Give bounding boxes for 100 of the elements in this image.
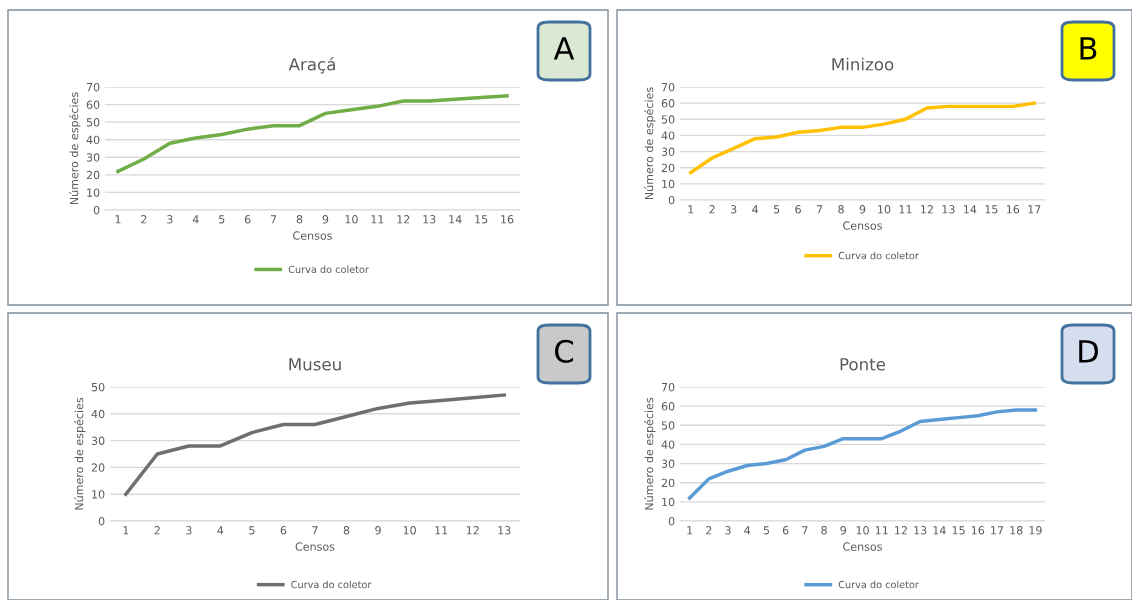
x-tick-label: 8	[821, 526, 827, 535]
x-axis-title: Censos	[293, 231, 332, 240]
y-tick-label: 30	[86, 153, 100, 162]
x-tick-label: 3	[186, 526, 192, 535]
x-tick-label: 12	[397, 215, 410, 224]
x-axis-title: Censos	[843, 221, 882, 230]
x-tick-label: 15	[985, 205, 998, 214]
x-tick-label: 6	[782, 526, 789, 535]
legend-label: Curva do coletor	[838, 251, 919, 260]
x-tick-label: 12	[895, 526, 907, 535]
y-tick-label: 20	[661, 478, 675, 488]
y-tick-label: 10	[92, 490, 105, 499]
x-tick-label: 10	[856, 526, 869, 535]
y-axis-title: Número de espécies	[644, 397, 656, 510]
x-tick-label: 3	[730, 205, 737, 214]
x-tick-label: 17	[1028, 205, 1041, 214]
x-tick-label: 15	[952, 526, 965, 535]
y-tick-label: 20	[86, 170, 100, 180]
line-series	[116, 94, 509, 174]
x-tick-label: 6	[244, 215, 251, 224]
x-tick-label: 12	[466, 526, 479, 535]
x-tick-label: 5	[219, 215, 225, 224]
y-tick-label: 50	[661, 115, 675, 124]
y-tick-label: 70	[661, 382, 675, 392]
x-tick-label: 10	[345, 215, 358, 224]
text: D	[1079, 340, 1098, 363]
x-axis-title: Censos	[843, 542, 882, 551]
y-tick-label: 10	[662, 179, 675, 189]
x-tick-label: 2	[141, 215, 147, 224]
x-tick-label: 9	[322, 215, 329, 224]
chart-title: Ponte	[840, 358, 886, 371]
y-tick-label: 10	[662, 497, 675, 507]
x-tick-label: 11	[875, 526, 888, 535]
x-tick-label: 1	[688, 205, 694, 214]
x-tick-label: 3	[725, 526, 731, 535]
chart-title: Minizoo	[832, 57, 894, 71]
x-tick-label: 8	[296, 215, 303, 224]
y-tick-label: 50	[91, 382, 105, 392]
y-tick-label: 40	[661, 131, 675, 140]
x-tick-label: 13	[498, 526, 511, 535]
x-tick-label: 16	[971, 526, 985, 535]
line-series	[124, 393, 506, 496]
x-tick-label: 2	[709, 205, 715, 214]
line-series	[687, 408, 1038, 500]
x-tick-label: 14	[964, 205, 977, 214]
y-tick-label: 40	[86, 135, 100, 145]
x-tick-label: 1	[687, 526, 693, 535]
y-tick-label: 0	[668, 195, 675, 205]
x-tick-label: 9	[375, 526, 381, 535]
text: A	[553, 37, 575, 60]
x-tick-label: 2	[154, 526, 160, 535]
y-tick-label: 10	[87, 188, 100, 197]
x-tick-label: 9	[840, 526, 847, 535]
x-tick-label: 5	[773, 205, 780, 214]
y-tick-label: 60	[661, 99, 675, 108]
legend-label: Curva do coletor	[291, 580, 372, 589]
x-tick-label: 2	[706, 526, 712, 535]
text: B	[1080, 37, 1097, 60]
y-tick-label: 60	[661, 402, 675, 411]
x-tick-label: 13	[942, 205, 955, 214]
chart-title: Araçá	[288, 57, 335, 74]
legend-label: Curva do coletor	[288, 265, 369, 274]
y-tick-label: 30	[661, 147, 675, 156]
x-tick-label: 13	[914, 526, 927, 535]
x-tick-label: 13	[423, 215, 436, 224]
x-tick-label: 10	[878, 205, 891, 214]
legend-label: Curva do coletor	[838, 580, 919, 589]
y-axis-title: Número de espécies	[69, 92, 81, 205]
x-tick-label: 12	[921, 205, 933, 214]
x-axis-title: Censos	[295, 542, 335, 551]
x-tick-label: 5	[763, 526, 770, 535]
x-tick-label: 7	[312, 526, 318, 535]
y-tick-label: 60	[86, 100, 100, 109]
x-tick-label: 6	[795, 205, 801, 214]
line-series	[689, 101, 1036, 175]
x-tick-label: 5	[249, 526, 255, 535]
y-tick-label: 50	[86, 118, 100, 127]
y-tick-label: 30	[661, 459, 675, 468]
y-tick-label: 30	[91, 436, 105, 445]
x-tick-label: 9	[859, 205, 866, 214]
x-tick-label: 10	[403, 526, 416, 535]
x-tick-label: 16	[501, 215, 514, 224]
x-tick-label: 3	[167, 215, 173, 224]
x-tick-label: 14	[449, 215, 462, 224]
x-tick-label: 7	[816, 205, 823, 214]
x-tick-label: 7	[270, 215, 277, 224]
x-tick-label: 14	[933, 526, 946, 535]
x-tick-label: 7	[802, 526, 808, 535]
x-tick-label: 8	[838, 205, 844, 214]
x-tick-label: 11	[899, 205, 912, 214]
x-tick-label: 4	[217, 526, 224, 535]
y-tick-label: 50	[661, 421, 675, 430]
y-axis-title: Número de espécies	[74, 397, 86, 510]
y-tick-label: 70	[661, 82, 675, 92]
x-tick-label: 4	[744, 526, 751, 535]
y-tick-label: 0	[93, 205, 100, 215]
x-tick-label: 18	[1010, 526, 1023, 535]
x-tick-label: 1	[123, 526, 129, 535]
y-tick-label: 20	[91, 463, 105, 472]
y-tick-label: 0	[668, 516, 675, 526]
